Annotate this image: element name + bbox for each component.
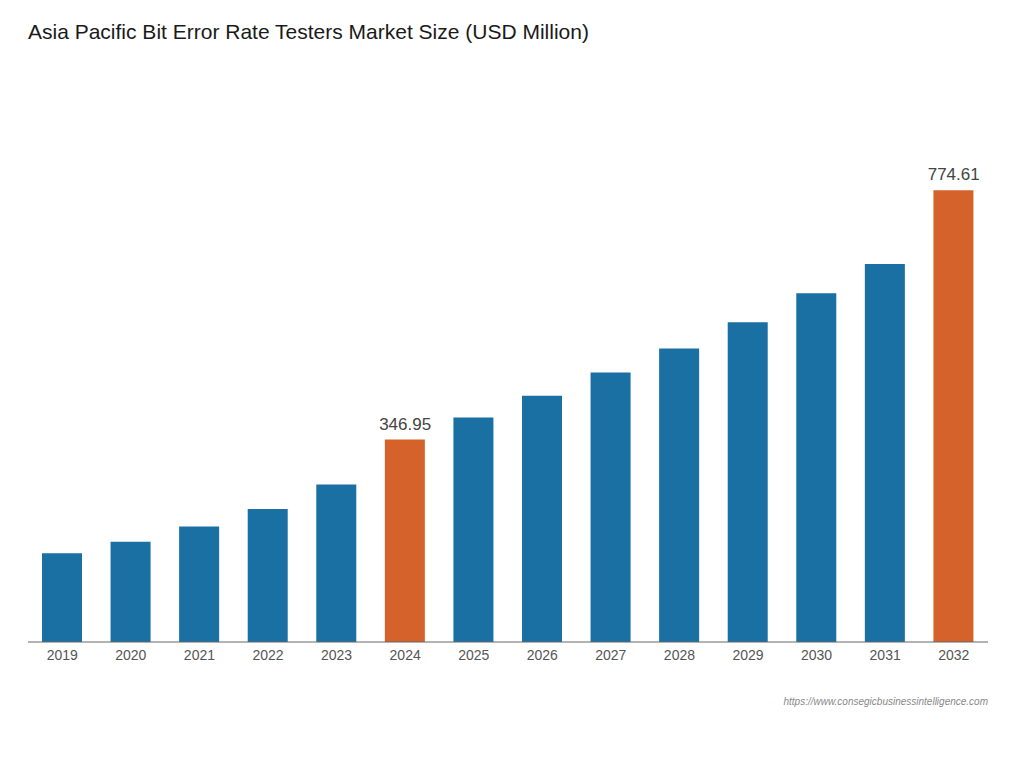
- html-text:https://www.consegicbusinessin: https://www.consegicbusinessintelligence…: [783, 696, 988, 707]
- svg-text:2029: 2029: [732, 647, 763, 663]
- svg-text:2023: 2023: [321, 647, 352, 663]
- svg-text:2030: 2030: [801, 647, 832, 663]
- svg-text:2024: 2024: [390, 647, 421, 663]
- svg-text:2022: 2022: [252, 647, 283, 663]
- svg-text:2027: 2027: [595, 647, 626, 663]
- svg-text:2028: 2028: [664, 647, 695, 663]
- html-text:Asia Pacific Bit Error Rate Te: Asia Pacific Bit Error Rate Testers Mark…: [28, 20, 589, 43]
- svg-text:2019: 2019: [47, 647, 78, 663]
- svg-text:774.61: 774.61: [928, 165, 980, 184]
- svg-text:2021: 2021: [184, 647, 215, 663]
- svg-text:2026: 2026: [527, 647, 558, 663]
- svg-text:2025: 2025: [458, 647, 489, 663]
- svg-text:2032: 2032: [938, 647, 969, 663]
- svg-text:2020: 2020: [115, 647, 146, 663]
- svg-text:2031: 2031: [870, 647, 901, 663]
- svg-text:346.95: 346.95: [379, 415, 431, 434]
